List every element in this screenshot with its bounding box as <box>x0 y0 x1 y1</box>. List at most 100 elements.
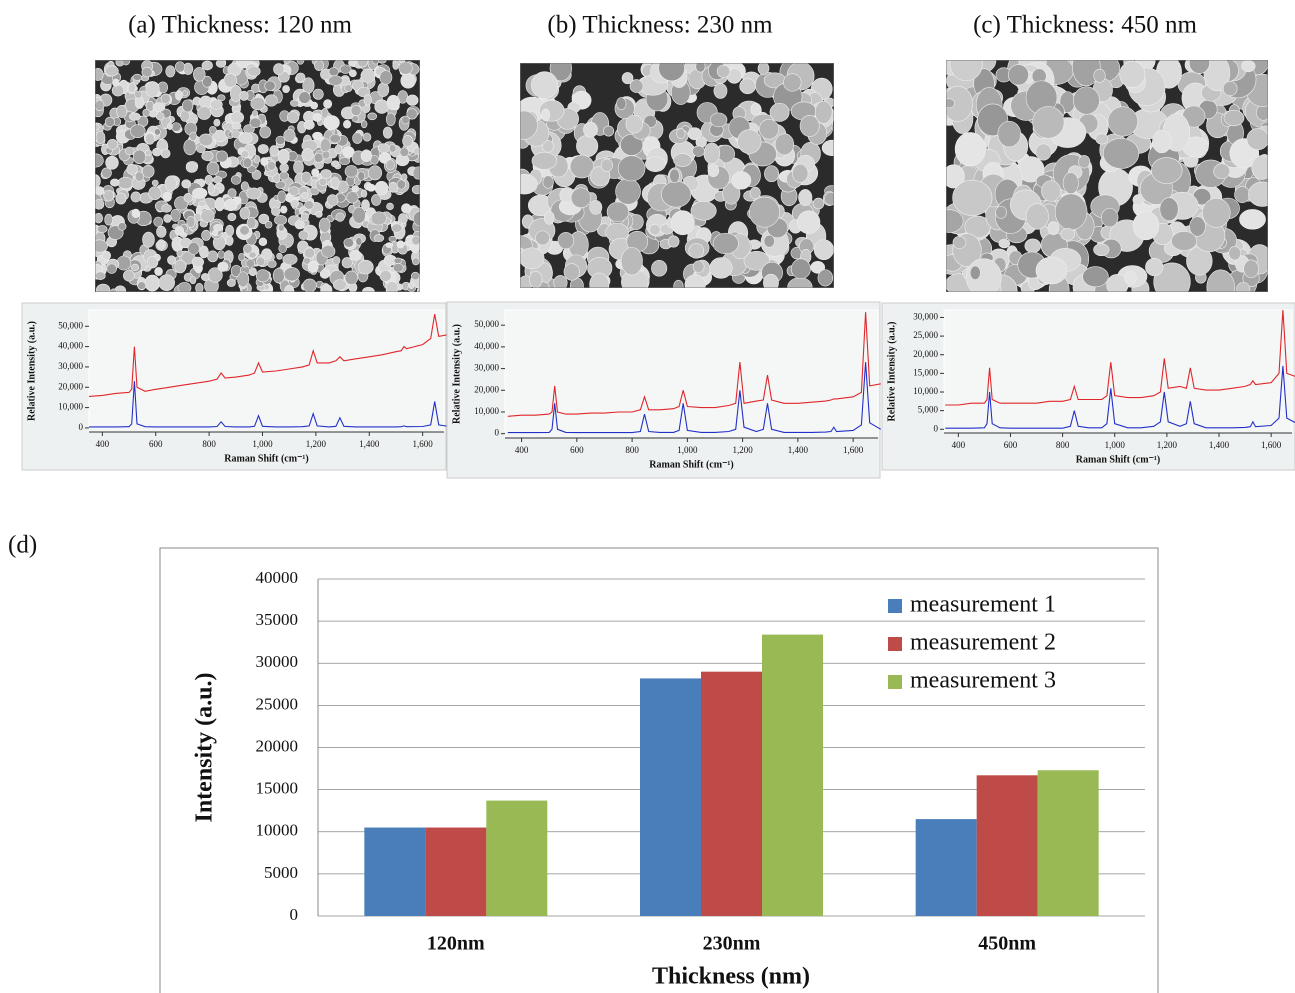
grain <box>129 112 141 121</box>
grain <box>201 273 210 282</box>
grain <box>1025 203 1049 230</box>
grain <box>412 257 420 266</box>
grain <box>319 269 330 279</box>
grain <box>295 72 306 83</box>
grain <box>792 163 809 183</box>
grain <box>275 180 286 189</box>
grain <box>286 111 300 124</box>
grain <box>105 65 119 77</box>
grain <box>750 102 762 116</box>
y-tick-label: 20000 <box>256 736 299 755</box>
grain <box>182 90 189 97</box>
x-tick-label: 1,000 <box>252 439 273 449</box>
grain <box>1101 207 1119 228</box>
grain <box>1153 262 1191 292</box>
grain <box>998 238 1011 249</box>
grain <box>152 102 166 113</box>
grain <box>398 61 413 75</box>
grain <box>360 68 376 83</box>
grain <box>1255 104 1268 121</box>
grain <box>374 99 390 114</box>
grain <box>645 156 666 172</box>
grain <box>757 63 770 75</box>
grain <box>225 235 234 246</box>
grain <box>276 252 283 260</box>
grain <box>1203 60 1231 92</box>
grain <box>542 139 554 153</box>
grain <box>529 271 543 288</box>
spectrum-line <box>89 381 450 428</box>
y-tick-label: 50,000 <box>474 319 499 329</box>
y-axis-label: Relative Intensity (a.u.) <box>26 321 37 421</box>
grain <box>142 108 151 117</box>
grain <box>201 60 213 71</box>
grain <box>328 75 343 86</box>
grain <box>797 210 821 234</box>
grain <box>385 281 399 292</box>
grain <box>343 237 354 248</box>
grain <box>813 239 834 261</box>
grain <box>154 267 163 276</box>
grain <box>130 124 146 138</box>
grain <box>396 179 406 190</box>
y-tick-label: 15000 <box>256 779 299 798</box>
grain <box>249 117 262 129</box>
grain <box>200 209 215 223</box>
grain <box>293 160 304 174</box>
grain <box>240 181 249 192</box>
grain <box>349 250 362 261</box>
y-tick-label: 30000 <box>256 652 299 671</box>
grain <box>783 73 802 92</box>
grain <box>97 225 108 233</box>
grain <box>1206 269 1235 292</box>
y-tick-label: 20,000 <box>474 384 499 394</box>
grain <box>211 229 219 236</box>
grain <box>264 94 278 107</box>
x-axis-label: Thickness (nm) <box>652 964 810 990</box>
grain <box>95 239 108 253</box>
grain <box>350 104 362 117</box>
grain <box>238 132 253 144</box>
legend-label: measurement 3 <box>910 668 1056 694</box>
panel-label: (d) <box>8 532 37 559</box>
grain <box>321 150 331 160</box>
grain <box>1119 60 1146 88</box>
grain <box>731 171 752 190</box>
grain <box>716 64 731 78</box>
grain <box>130 191 142 203</box>
grain <box>709 257 733 279</box>
grain <box>277 190 287 204</box>
grain <box>290 99 300 107</box>
grain <box>763 273 779 288</box>
bar <box>425 827 487 916</box>
grain <box>175 90 183 101</box>
grain <box>156 225 167 238</box>
sem-image <box>95 60 420 292</box>
x-tick-label: 1,200 <box>732 445 753 455</box>
grain <box>246 216 257 230</box>
x-tick-label: 400 <box>515 445 529 455</box>
grain <box>158 274 175 291</box>
grain <box>255 269 270 283</box>
grain <box>312 131 323 140</box>
grain <box>311 168 320 177</box>
grain <box>787 277 813 288</box>
grain <box>154 128 161 136</box>
grain <box>392 61 399 70</box>
grain <box>193 212 202 222</box>
grain <box>1241 60 1256 73</box>
grain <box>413 211 420 227</box>
grain <box>362 132 372 142</box>
grain <box>95 212 104 224</box>
grain <box>315 210 323 218</box>
grain <box>174 61 186 73</box>
grain <box>102 250 111 261</box>
grain <box>651 260 668 277</box>
grain <box>388 235 397 242</box>
x-axis-label: Raman Shift (cm⁻¹) <box>224 453 308 464</box>
bar <box>364 827 426 916</box>
grain <box>307 260 319 273</box>
y-tick-label: 30,000 <box>913 312 938 322</box>
grain <box>670 210 695 236</box>
grain <box>288 186 300 196</box>
